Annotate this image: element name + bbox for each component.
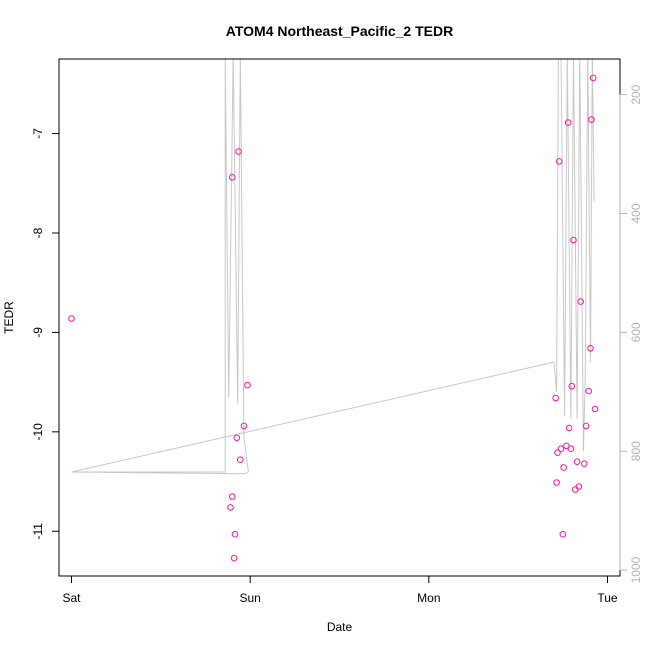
data-point [589, 74, 597, 82]
data-point [231, 530, 239, 538]
data-point [554, 449, 561, 457]
series-line [71, 59, 595, 475]
data-point [572, 486, 579, 493]
y-right-tick-label: 400 [629, 203, 643, 223]
data-point [553, 479, 560, 486]
series-line-layer [71, 59, 595, 475]
data-point [588, 116, 595, 123]
chart-title: ATOM4 Northeast_Pacific_2 TEDR [226, 23, 453, 39]
y-axis-label: TEDR [2, 301, 16, 334]
data-point [556, 158, 563, 165]
y-tick-label: -8 [31, 227, 45, 238]
data-point [567, 445, 575, 453]
data-point [582, 422, 590, 430]
y-axis-right: 200 400 600 800 1000 [619, 84, 643, 583]
data-point [227, 504, 234, 511]
data-point [577, 298, 585, 305]
y-right-tick-label: 200 [629, 84, 643, 104]
data-point [244, 381, 251, 389]
data-point [237, 456, 244, 464]
data-point [587, 345, 594, 352]
data-point [233, 434, 241, 442]
x-tick-label: Sat [62, 591, 81, 605]
y-tick-label: -9 [31, 327, 45, 338]
data-point [575, 483, 583, 490]
y-axis-left: -7 -8 -9 -10 -11 [31, 128, 60, 540]
x-axis-label: Date [327, 620, 353, 634]
data-point [563, 442, 570, 450]
data-point [565, 424, 573, 432]
data-point [559, 530, 567, 538]
y-right-tick-label: 800 [629, 441, 643, 461]
data-point [557, 445, 565, 453]
data-point [229, 174, 236, 181]
x-axis: Sat Sun Mon Tue [62, 575, 618, 605]
data-point [560, 464, 568, 471]
data-point [68, 315, 75, 322]
data-point [568, 382, 576, 390]
data-point [564, 119, 572, 126]
y-right-tick-label: 600 [629, 322, 643, 342]
data-point [581, 460, 588, 468]
y-tick-label: -7 [31, 128, 45, 139]
data-point [585, 387, 593, 395]
y-tick-label: -11 [31, 523, 45, 540]
y-tick-label: -10 [31, 423, 45, 441]
data-point [229, 493, 236, 500]
y-right-tick-label: 1000 [629, 556, 643, 583]
data-point [552, 394, 560, 402]
x-tick-label: Tue [597, 591, 618, 605]
x-tick-label: Mon [417, 591, 440, 605]
data-point [240, 422, 248, 430]
data-point [591, 405, 599, 413]
x-tick-label: Sun [239, 591, 260, 605]
series-points-layer [68, 74, 599, 562]
plot-frame [58, 58, 621, 577]
data-point [570, 236, 577, 244]
data-point [230, 554, 238, 562]
data-point [573, 458, 581, 466]
data-point [235, 148, 242, 155]
